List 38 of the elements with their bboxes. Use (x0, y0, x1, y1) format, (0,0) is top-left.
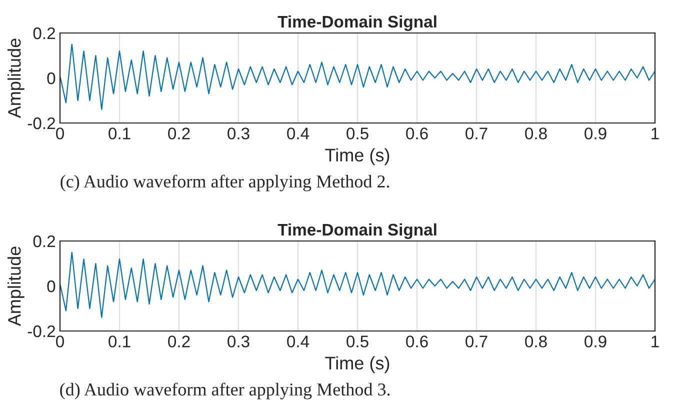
text: (c) Audio waveform after applying Method 2. (60, 174, 390, 192)
x-tick-label: 0.1 (108, 128, 130, 140)
x-tick-label: 0.6 (406, 128, 428, 140)
line-series (60, 252, 655, 318)
x-tick-label: 1 (652, 128, 659, 140)
x-tick-label: 0.9 (584, 128, 606, 140)
y-tick-label: 0.2 (33, 27, 55, 40)
x-tick-label: 0.1 (108, 336, 130, 348)
x-tick-label: 0.8 (525, 128, 547, 140)
chart-title: Time-Domain Signal (278, 15, 436, 31)
text: (d) Audio waveform after applying Method 3. (60, 382, 390, 400)
x-tick-label: 1 (652, 336, 659, 348)
x-tick-label: 0.7 (466, 128, 488, 140)
y-tick-label: -0.2 (28, 117, 55, 130)
y-tick-label: -0.2 (28, 325, 55, 338)
x-axis-title: Time (s) (325, 356, 390, 374)
y-tick-label: 0.2 (33, 235, 55, 248)
x-tick-label: 0.4 (287, 128, 310, 140)
x-tick-label: 0.3 (228, 336, 250, 348)
x-tick-label: 0 (56, 128, 64, 140)
x-tick-label: 0.5 (346, 128, 368, 140)
y-axis-title: Amplitude (8, 38, 24, 118)
y-axis-title: Amplitude (8, 246, 24, 326)
x-tick-label: 0.4 (287, 336, 310, 348)
chart-title: Time-Domain Signal (278, 223, 436, 239)
x-tick-label: 0.2 (168, 336, 190, 348)
x-tick-label: 0.6 (406, 336, 428, 348)
x-tick-label: 0.8 (525, 336, 547, 348)
y-tick-label: 0 (47, 280, 56, 292)
x-tick-label: 0 (56, 336, 64, 348)
x-tick-label: 0.7 (466, 336, 488, 348)
line-series (60, 44, 655, 110)
x-tick-label: 0.2 (168, 128, 190, 140)
y-tick-label: 0 (47, 72, 56, 84)
x-tick-label: 0.5 (346, 336, 368, 348)
x-tick-label: 0.3 (228, 128, 250, 140)
x-axis-title: Time (s) (325, 148, 390, 166)
x-tick-label: 0.9 (584, 336, 606, 348)
